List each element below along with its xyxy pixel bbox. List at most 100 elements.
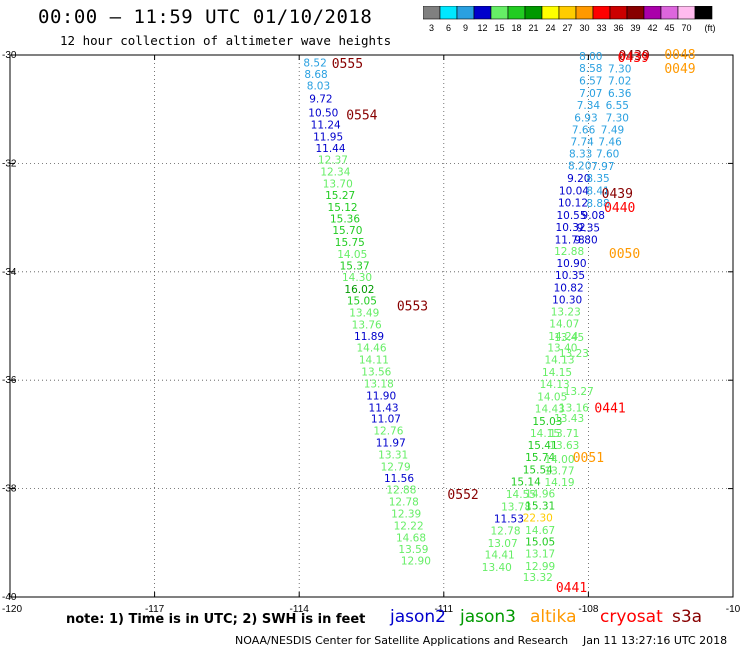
pass-time-label: 0048	[664, 48, 695, 63]
wave-height-value: 14.41	[485, 550, 515, 562]
color-bin-label: 33	[596, 23, 606, 33]
wave-height-value: 13.23	[551, 306, 581, 318]
wave-height-value: 8.52	[303, 58, 326, 70]
axis-tick-labels: -120 -117 -114 -111 -108 -10 -30 -32 -34 -36 -38 -4…	[2, 50, 740, 615]
wave-height-value: 7.30	[608, 64, 631, 76]
wave-height-value: 8.00	[579, 51, 602, 63]
wave-height-value: 11.56	[384, 473, 414, 485]
wave-height-value: 6.93	[574, 112, 597, 124]
wave-height-value: 14.15	[542, 367, 572, 379]
wave-height-value: 10.32	[556, 222, 586, 234]
plot-frame	[9, 54, 734, 598]
wave-height-value: 13.63	[549, 440, 579, 452]
pass-time-label: 0441	[594, 401, 625, 416]
x-tick-label: -117	[145, 604, 165, 615]
x-tick-label: -120	[2, 604, 22, 615]
wave-height-value: 14.13	[540, 379, 570, 391]
wave-height-value: 8.03	[307, 80, 330, 92]
pass-time-label: 0051	[573, 451, 604, 466]
color-bin	[694, 6, 713, 20]
color-bin-label: 21	[528, 23, 538, 33]
wave-height-value: 9.80	[574, 234, 597, 246]
color-bin-label: 30	[579, 23, 589, 33]
wave-height-value: 14.13	[544, 355, 574, 367]
wave-height-value: 15.03	[532, 416, 562, 428]
wave-height-value: 14.46	[356, 343, 386, 355]
wave-height-value: 11.24	[311, 119, 341, 131]
wave-height-value: 7.66	[572, 124, 596, 136]
wave-height-value: 6.36	[608, 88, 632, 100]
wave-height-value: 12.37	[318, 155, 348, 167]
wave-height-value: 14.24	[548, 331, 578, 343]
wave-height-value: 13.27	[564, 386, 594, 398]
wave-height-value: 11.53	[494, 513, 524, 525]
y-tick-label: -40	[2, 592, 17, 603]
pass-time-label: 0439	[602, 187, 633, 202]
wave-height-value: 13.45	[554, 332, 584, 344]
wave-height-value: 12.99	[525, 561, 555, 573]
pass-time-label: 0552	[447, 488, 478, 503]
wave-height-value: 15.75	[335, 237, 365, 249]
legend-cryosat: cryosat	[600, 607, 663, 627]
color-bin-label: 24	[545, 23, 555, 33]
plot-grid	[10, 55, 733, 597]
pass-time-label: 0439	[619, 49, 650, 64]
wave-height-value: 15.36	[330, 214, 360, 226]
wave-height-value: 13.40	[482, 562, 512, 574]
wave-height-value: 15.14	[511, 477, 541, 489]
wave-height-value: 13.40	[547, 343, 577, 355]
color-bin-label: 42	[647, 23, 657, 33]
color-scale-unit: (ft)	[705, 23, 716, 33]
wave-height-value: 22.30	[523, 512, 553, 524]
wave-height-value: 13.77	[544, 466, 574, 478]
pass-time-label: 0555	[332, 57, 363, 72]
wave-height-value: 13.70	[323, 178, 353, 190]
wave-height-value: 14.07	[549, 318, 579, 330]
wave-height-value: 8.33	[569, 149, 592, 161]
wave-height-value: 12.78	[389, 497, 419, 509]
wave-height-value: 8.41	[586, 186, 609, 198]
wave-height-value: 14.11	[359, 355, 389, 367]
wave-height-value: 13.78	[501, 501, 531, 513]
wave-height-value: 15.31	[525, 500, 555, 512]
wave-height-value: 12.79	[381, 461, 411, 473]
wave-height-value: 9.20	[567, 173, 590, 185]
wave-height-value: 7.34	[577, 100, 601, 112]
wave-height-value: 12.88	[554, 246, 584, 258]
color-bin-label: 6	[446, 23, 451, 33]
wave-height-value: 10.82	[554, 283, 584, 295]
y-tick-label: -30	[2, 50, 17, 61]
color-bin-label: 18	[511, 23, 521, 33]
wave-height-value: 7.97	[591, 161, 614, 173]
wave-height-value: 8.88	[586, 198, 609, 210]
wave-height-value: 7.30	[606, 112, 629, 124]
wave-height-value: 13.23	[559, 348, 589, 360]
data-labels: 8.528.688.039.7210.5011.2411.9511.4412.3…	[303, 51, 631, 584]
pass-time-label: 0050	[609, 247, 640, 262]
wave-height-value: 15.27	[325, 190, 355, 202]
legend-jason3: jason3	[460, 607, 516, 627]
wave-height-value: 10.04	[559, 186, 589, 198]
wave-height-value: 8.20	[568, 161, 591, 173]
footer-note: note: 1) Time is in UTC; 2) SWH is in fe…	[66, 612, 366, 627]
wave-height-value: 12.34	[320, 167, 350, 179]
wave-height-value: 13.31	[378, 449, 408, 461]
wave-height-value: 10.55	[556, 210, 586, 222]
wave-height-value: 15.05	[525, 537, 555, 549]
wave-height-value: 12.78	[490, 525, 520, 537]
wave-height-value: 13.18	[364, 378, 394, 390]
color-bin-label: 12	[477, 23, 487, 33]
y-tick-label: -36	[2, 375, 17, 386]
wave-height-value: 11.78	[555, 234, 585, 246]
wave-height-value: 12.76	[373, 426, 403, 438]
wave-height-value: 13.43	[554, 413, 584, 425]
pass-time-label: 0554	[346, 109, 377, 124]
pass-time-label: 0439	[618, 51, 649, 66]
credit-text: NOAA/NESDIS Center for Satellite Applica…	[235, 634, 569, 647]
legend-s3a: s3a	[672, 607, 703, 627]
wave-height-value: 13.76	[352, 319, 382, 331]
wave-height-value: 15.41	[528, 440, 558, 452]
x-tick-label: -108	[578, 604, 598, 615]
